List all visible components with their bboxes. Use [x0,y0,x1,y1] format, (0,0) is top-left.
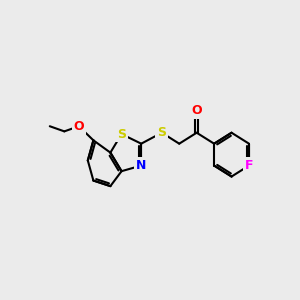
Text: O: O [74,120,84,133]
Text: S: S [117,128,126,141]
Text: F: F [245,159,253,172]
Text: S: S [157,126,166,139]
Text: N: N [136,159,146,172]
Text: O: O [191,104,202,117]
